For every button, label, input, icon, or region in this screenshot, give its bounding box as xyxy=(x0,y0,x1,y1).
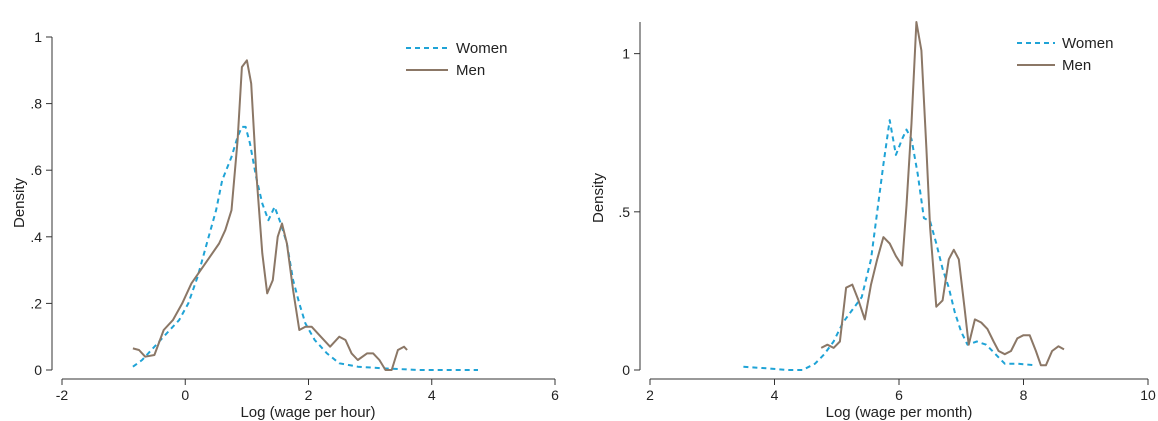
legend: Women Men xyxy=(1017,35,1113,74)
y-axis-label: Density xyxy=(11,177,28,228)
x-ticks: -2 0 2 4 6 xyxy=(56,379,559,403)
chart-wage-per-hour: -2 0 2 4 6 0 .2 .4 .6 .8 1 Log (wage per hour) De… xyxy=(11,29,559,421)
series-lines xyxy=(132,59,478,371)
legend-men-label: Men xyxy=(456,62,485,79)
legend: Women Men xyxy=(406,40,507,79)
x-tick-label: 2 xyxy=(646,387,654,403)
x-ticks: 2 4 6 8 10 xyxy=(646,379,1156,403)
legend-women-label: Women xyxy=(1062,35,1113,52)
x-tick-label: 0 xyxy=(181,387,189,403)
series-line-men xyxy=(132,59,408,371)
y-tick-label: .5 xyxy=(618,204,630,220)
x-tick-label: 2 xyxy=(305,387,313,403)
chart-wage-per-month: 2 4 6 8 10 0.51 Log (wage per month) Density… xyxy=(590,21,1156,421)
y-tick-label: .8 xyxy=(30,96,42,112)
y-tick-label: .4 xyxy=(30,229,42,245)
y-tick-label: 0 xyxy=(622,362,630,378)
x-tick-label: 4 xyxy=(771,387,779,403)
y-ticks: 0.51 xyxy=(618,46,640,378)
x-tick-label: 4 xyxy=(428,387,436,403)
y-axis-label: Density xyxy=(590,172,607,223)
x-axis-label: Log (wage per month) xyxy=(826,404,973,421)
series-line-women xyxy=(743,119,1036,371)
y-tick-label: 1 xyxy=(34,29,42,45)
x-axis-label: Log (wage per hour) xyxy=(240,404,375,421)
y-tick-label: 1 xyxy=(622,46,630,62)
y-tick-label: .6 xyxy=(30,162,42,178)
legend-men-label: Men xyxy=(1062,57,1091,74)
x-tick-label: -2 xyxy=(56,387,69,403)
series-line-women xyxy=(132,125,478,371)
series-line-men xyxy=(820,21,1065,367)
y-tick-label: .2 xyxy=(30,295,42,311)
x-tick-label: 8 xyxy=(1020,387,1028,403)
y-ticks: 0 .2 .4 .6 .8 1 xyxy=(30,29,52,378)
x-tick-label: 6 xyxy=(551,387,559,403)
y-tick-label: 0 xyxy=(34,362,42,378)
x-tick-label: 6 xyxy=(895,387,903,403)
series-lines xyxy=(743,21,1065,371)
x-tick-label: 10 xyxy=(1140,387,1156,403)
legend-women-label: Women xyxy=(456,40,507,57)
